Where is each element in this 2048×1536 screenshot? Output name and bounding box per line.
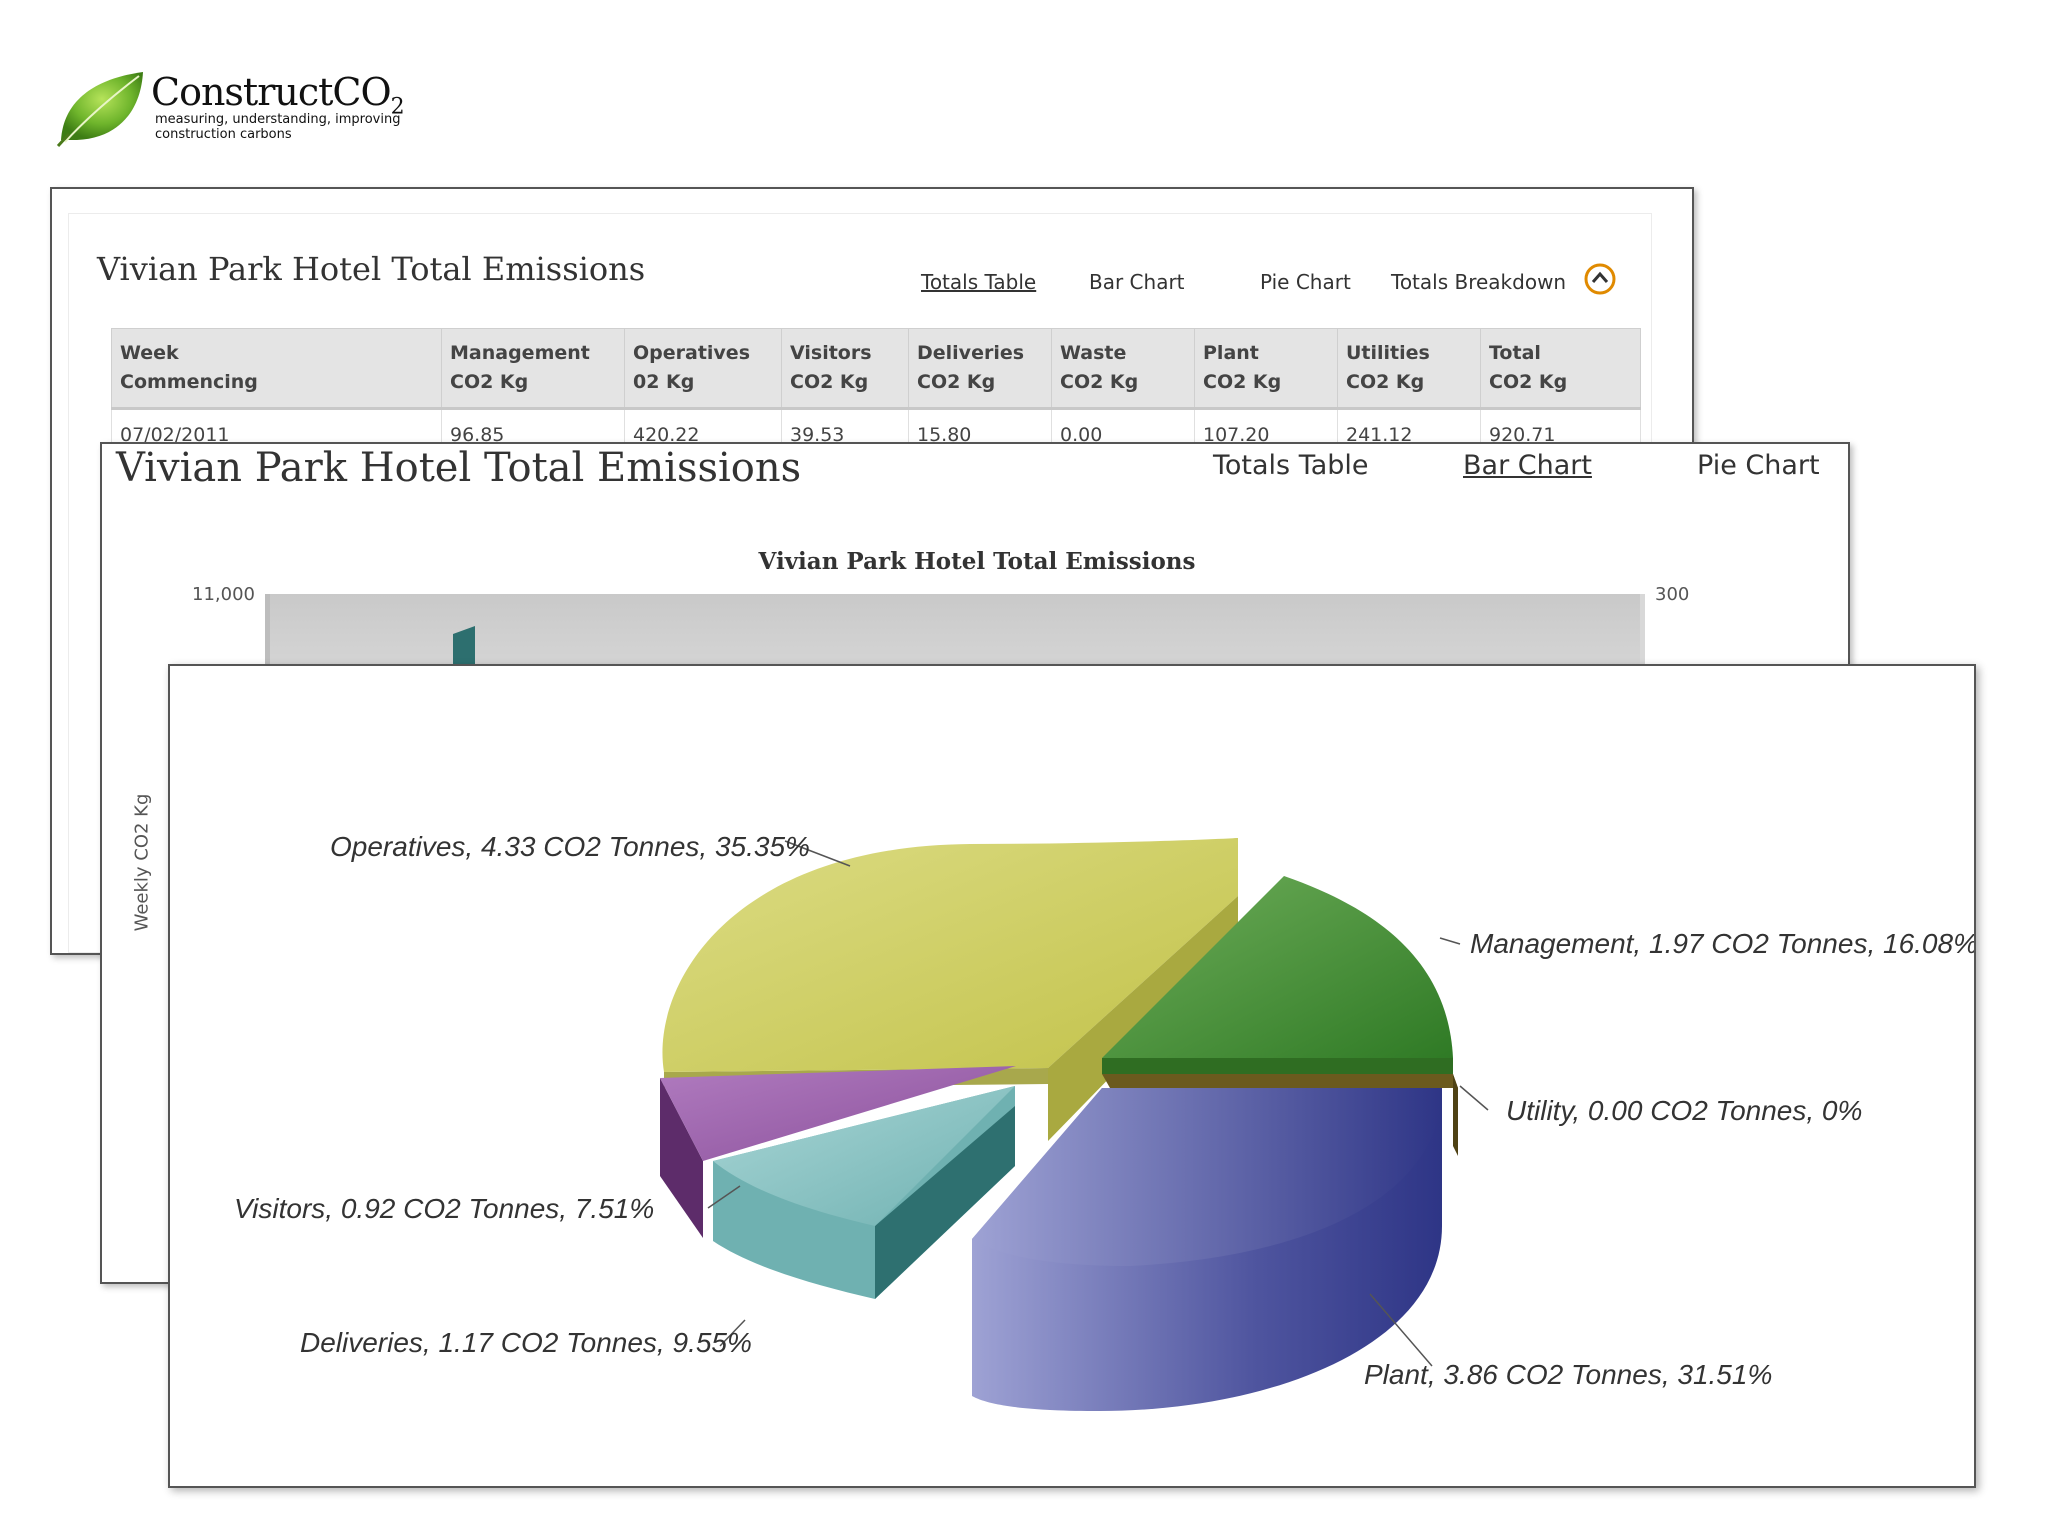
tab-pie-chart[interactable]: Pie Chart — [1260, 270, 1351, 294]
slice-label-plant: Plant, 3.86 CO2 Tonnes, 31.51% — [1364, 1359, 1772, 1390]
column-header[interactable]: Week Commencing — [111, 328, 442, 410]
constructco2-logo: ConstructCO2 measuring, understanding, i… — [55, 68, 435, 148]
leader-line — [707, 1185, 741, 1209]
logo-tagline: measuring, understanding, improving cons… — [155, 112, 401, 142]
column-header[interactable]: Management CO2 Kg — [441, 328, 625, 410]
y-axis-label: Weekly CO2 Kg — [131, 793, 153, 932]
slice-label-operatives: Operatives, 4.33 CO2 Tonnes, 35.35% — [330, 831, 810, 862]
page-title: Vivian Park Hotel Total Emissions — [97, 250, 646, 288]
column-header[interactable]: Operatives 02 Kg — [624, 328, 782, 410]
column-header[interactable]: Visitors CO2 Kg — [781, 328, 909, 410]
leader-line — [1369, 1293, 1433, 1367]
y-axis-tick-right: 300 — [1655, 584, 1690, 605]
pie-slice-management — [1102, 876, 1453, 1074]
pie-slice-utility — [1102, 1074, 1458, 1156]
table-header-row: Week Commencing Management CO2 Kg Operativ… — [111, 328, 1641, 410]
tab-totals-table[interactable]: Totals Table — [921, 270, 1037, 294]
tab-totals-breakdown[interactable]: Totals Breakdown — [1391, 270, 1567, 294]
column-header[interactable]: Deliveries CO2 Kg — [908, 328, 1052, 410]
leader-line — [719, 1319, 746, 1347]
pie-slice-plant — [972, 1088, 1442, 1411]
pie-chart: Operatives, 4.33 CO2 Tonnes, 35.35% Mana… — [234, 831, 1976, 1411]
column-header[interactable]: Plant CO2 Kg — [1194, 328, 1338, 410]
leader-line — [1439, 937, 1461, 945]
leaf-icon — [56, 72, 143, 148]
pie-slice-deliveries — [713, 1086, 1015, 1299]
y-axis-tick-left: 11,000 — [192, 584, 255, 605]
tab-totals-table[interactable]: Totals Table — [1213, 450, 1369, 481]
column-header[interactable]: Total CO2 Kg — [1480, 328, 1641, 410]
leader-line — [1459, 1085, 1489, 1111]
tab-pie-chart[interactable]: Pie Chart — [1697, 450, 1820, 481]
tab-bar-chart[interactable]: Bar Chart — [1463, 450, 1592, 481]
slice-label-deliveries: Deliveries, 1.17 CO2 Tonnes, 9.55% — [300, 1327, 752, 1358]
slice-label-management: Management, 1.97 CO2 Tonnes, 16.08% — [1470, 928, 1976, 959]
chart-title: Vivian Park Hotel Total Emissions — [758, 548, 1196, 575]
bar-panel-title: Vivian Park Hotel Total Emissions — [116, 445, 802, 491]
pie-slice-visitors — [660, 1066, 1016, 1238]
column-header[interactable]: Utilities CO2 Kg — [1337, 328, 1481, 410]
chevron-up-circle-icon[interactable] — [1583, 262, 1617, 296]
column-header[interactable]: Waste CO2 Kg — [1051, 328, 1195, 410]
pie-chart-panel: Operatives, 4.33 CO2 Tonnes, 35.35% Mana… — [168, 664, 1976, 1488]
tab-bar-chart[interactable]: Bar Chart — [1089, 270, 1185, 294]
leader-line — [784, 840, 851, 867]
slice-label-visitors: Visitors, 0.92 CO2 Tonnes, 7.51% — [234, 1193, 654, 1224]
logo-name: ConstructCO2 — [151, 70, 405, 120]
slice-label-utility: Utility, 0.00 CO2 Tonnes, 0% — [1506, 1095, 1862, 1126]
